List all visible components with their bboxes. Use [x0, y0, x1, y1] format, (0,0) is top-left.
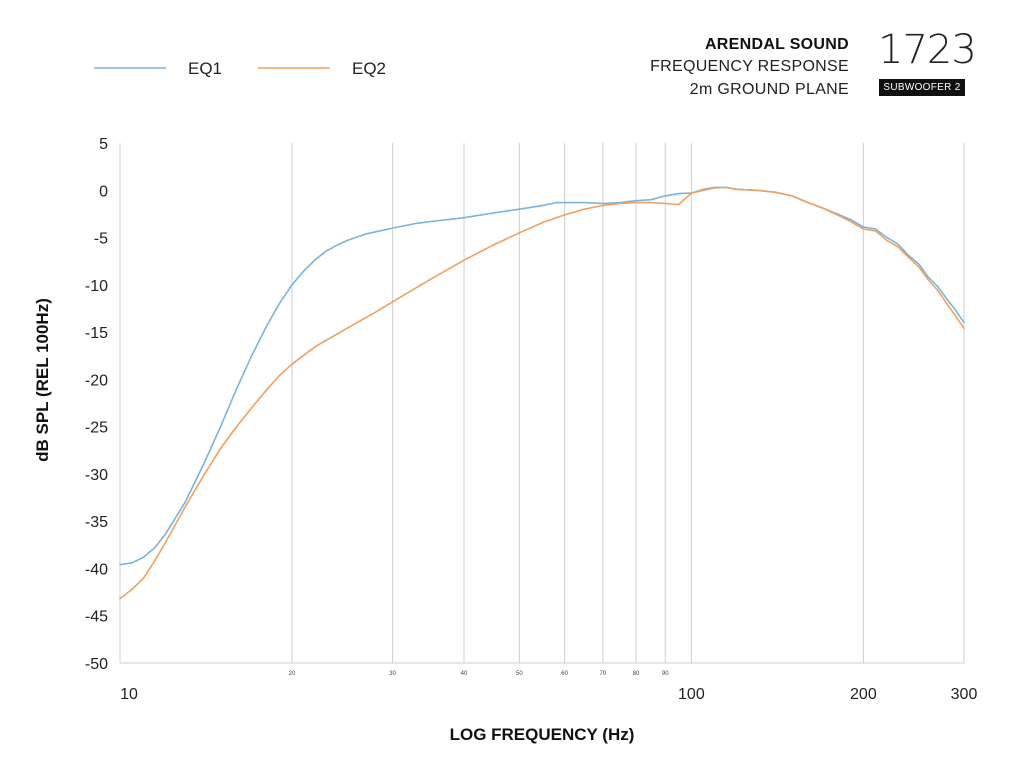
brand-title: ARENDAL SOUND	[704, 36, 849, 53]
x-minor-tick-label: 40	[461, 671, 468, 677]
series-line-eq2	[119, 186, 965, 600]
x-minor-tick-label: 20	[289, 671, 296, 677]
y-tick-label: -35	[85, 514, 108, 531]
y-tick-label: -50	[85, 656, 108, 673]
model-number: 1723	[878, 27, 977, 73]
x-minor-tick-label: 80	[633, 671, 640, 677]
x-axis-label: LOG FREQUENCY (Hz)	[450, 725, 635, 744]
chart-subtitle-line2: 2m GROUND PLANE	[689, 81, 849, 98]
legend: EQ1 EQ2	[94, 59, 386, 78]
y-tick-label: 0	[99, 183, 108, 200]
y-tick-label: 5	[99, 136, 108, 153]
x-minor-tick-label: 70	[600, 671, 607, 677]
y-axis-label: dB SPL (REL 100Hz)	[33, 298, 52, 462]
legend-label-eq1: EQ1	[188, 59, 222, 78]
x-minor-tick-label: 60	[561, 671, 568, 677]
x-tick-label: 100	[678, 686, 705, 703]
y-tick-label: -5	[94, 231, 108, 248]
series-lines	[119, 186, 965, 600]
y-tick-label: -30	[85, 467, 108, 484]
y-tick-labels: 5 0 -5 -10 -15 -20 -25 -30 -35 -40 -45 -50	[85, 136, 108, 673]
series-line-eq1	[119, 186, 965, 566]
x-minor-tick-label: 30	[389, 671, 396, 677]
legend-label-eq2: EQ2	[352, 59, 386, 78]
x-tick-label: 10	[120, 686, 138, 703]
grid-lines	[119, 143, 965, 664]
x-minor-tick-label: 90	[662, 671, 669, 677]
y-tick-label: -10	[85, 278, 108, 295]
x-tick-label: 300	[951, 686, 978, 703]
y-tick-label: -15	[85, 325, 108, 342]
x-tick-labels: 10 100 200 300 20 30 40 50 60 70 80 90	[120, 671, 977, 703]
x-minor-tick-label: 50	[516, 671, 523, 677]
y-tick-label: -45	[85, 609, 108, 626]
y-tick-label: -40	[85, 561, 108, 578]
model-badge: SUBWOOFER 2	[879, 79, 965, 96]
y-tick-label: -20	[85, 372, 108, 389]
chart-subtitle-line1: FREQUENCY RESPONSE	[650, 58, 849, 75]
x-tick-label: 200	[850, 686, 877, 703]
y-tick-label: -25	[85, 420, 108, 437]
